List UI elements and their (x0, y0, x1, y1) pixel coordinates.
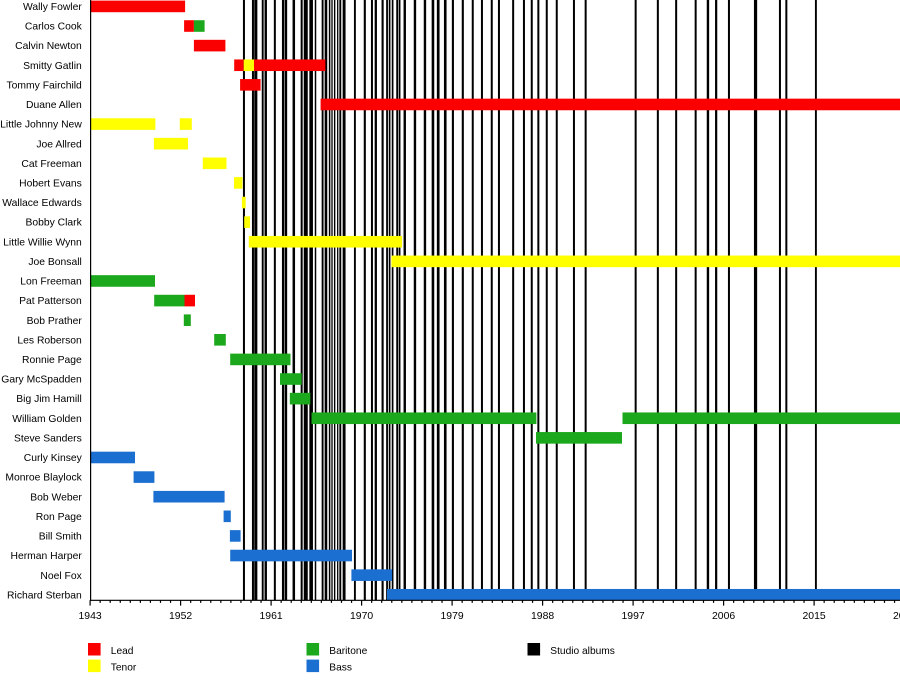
svg-text:Curly Kinsey: Curly Kinsey (24, 453, 83, 464)
svg-text:Richard Sterban: Richard Sterban (7, 590, 82, 601)
svg-text:Pat Patterson: Pat Patterson (19, 296, 82, 307)
svg-text:Cat Freeman: Cat Freeman (21, 159, 82, 170)
svg-text:2024: 2024 (893, 611, 900, 622)
svg-text:1997: 1997 (622, 611, 645, 622)
svg-text:Duane Allen: Duane Allen (26, 100, 82, 111)
svg-text:Wally Fowler: Wally Fowler (23, 2, 82, 13)
svg-text:1952: 1952 (169, 611, 192, 622)
svg-text:2006: 2006 (712, 611, 735, 622)
svg-text:Baritone: Baritone (329, 646, 367, 657)
svg-text:Big Jim Hamill: Big Jim Hamill (16, 394, 82, 405)
svg-text:Gary McSpadden: Gary McSpadden (1, 375, 82, 386)
svg-text:Bob Prather: Bob Prather (27, 316, 83, 327)
svg-text:Carlos Cook: Carlos Cook (25, 22, 83, 33)
svg-text:1970: 1970 (350, 611, 373, 622)
svg-text:Steve Sanders: Steve Sanders (14, 433, 82, 444)
svg-text:Tenor: Tenor (111, 663, 137, 674)
svg-text:Bobby Clark: Bobby Clark (25, 218, 82, 229)
svg-text:Studio albums: Studio albums (550, 646, 615, 657)
svg-text:1988: 1988 (531, 611, 554, 622)
svg-text:Joe Allred: Joe Allred (36, 139, 82, 150)
svg-text:Hobert Evans: Hobert Evans (19, 179, 82, 190)
svg-text:William Golden: William Golden (12, 414, 82, 425)
svg-text:2015: 2015 (803, 611, 826, 622)
svg-text:Bob Weber: Bob Weber (30, 492, 82, 503)
svg-text:Little Willie Wynn: Little Willie Wynn (3, 237, 82, 248)
svg-text:1943: 1943 (79, 611, 102, 622)
svg-text:Joe Bonsall: Joe Bonsall (28, 257, 81, 268)
svg-text:Smitty Gatlin: Smitty Gatlin (23, 61, 82, 72)
svg-text:Bass: Bass (329, 663, 352, 674)
svg-text:Tommy Fairchild: Tommy Fairchild (7, 80, 83, 91)
svg-text:1961: 1961 (260, 611, 283, 622)
svg-text:Monroe Blaylock: Monroe Blaylock (5, 473, 82, 484)
svg-text:Bill Smith: Bill Smith (39, 532, 82, 543)
svg-text:Calvin Newton: Calvin Newton (15, 41, 82, 52)
svg-text:Lead: Lead (111, 646, 134, 657)
svg-text:Noel Fox: Noel Fox (40, 571, 82, 582)
svg-text:Ron Page: Ron Page (36, 512, 82, 523)
svg-text:Lon Freeman: Lon Freeman (20, 277, 82, 288)
svg-text:Ronnie Page: Ronnie Page (22, 355, 82, 366)
svg-text:Little Johnny New: Little Johnny New (0, 120, 82, 131)
svg-text:1979: 1979 (441, 611, 464, 622)
svg-text:Wallace Edwards: Wallace Edwards (2, 198, 82, 209)
svg-text:Herman Harper: Herman Harper (11, 551, 83, 562)
svg-text:Les Roberson: Les Roberson (17, 335, 82, 346)
